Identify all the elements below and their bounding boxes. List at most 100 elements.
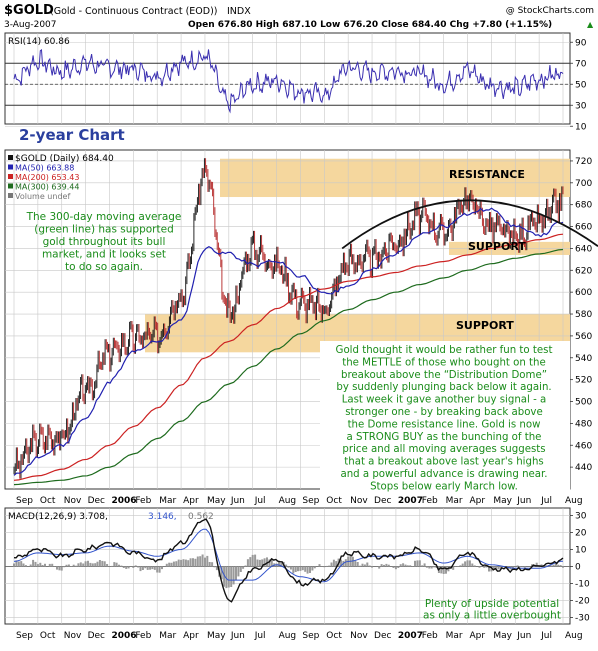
macd-histogram-bar (428, 566, 431, 569)
macd-histogram-bar (175, 561, 178, 567)
macd-histogram-bar (330, 562, 333, 567)
x-tick-label: Jun (516, 631, 531, 641)
macd-histogram-bar (249, 557, 252, 567)
macd-histogram-bar (323, 566, 326, 568)
macd-histogram-bar (139, 566, 142, 572)
macd-histogram-bar (244, 565, 247, 567)
macd-histogram-bar (211, 562, 214, 567)
macd-histogram-bar (483, 566, 486, 568)
macd-histogram-bar (418, 560, 421, 567)
macd-histogram-bar (232, 566, 235, 585)
macd-histogram-bar (122, 566, 125, 568)
y-tick-label: 560 (575, 332, 592, 342)
distribution-dome-line (341, 199, 598, 250)
macd-histogram-bar (359, 565, 362, 567)
macd-histogram-bar (60, 566, 63, 571)
green-annotation-line: The 300-day moving average (26, 211, 182, 223)
macd-histogram-bar (299, 566, 302, 571)
macd-histogram-bar (75, 565, 78, 567)
x-tick-label: May (207, 631, 226, 641)
y-tick-label: 620 (575, 266, 592, 276)
macd-histogram-bar (485, 566, 488, 568)
macd-histogram-bar (385, 563, 388, 567)
macd-histogram-bar (278, 561, 280, 567)
x-tick-label: Aug (279, 496, 297, 506)
macd-histogram-bar (478, 566, 481, 568)
chart-caption: 2-year Chart (19, 126, 125, 144)
macd-histogram-bar (149, 566, 152, 570)
macd-histogram-bar (344, 559, 347, 567)
macd-histogram-bar (430, 566, 433, 569)
x-tick-label: Feb (422, 631, 438, 641)
legend-swatch-volume (8, 193, 13, 198)
brand-logo[interactable]: @ StockCharts.com (506, 6, 594, 16)
macd-histogram-bar (445, 566, 447, 574)
white-annotation-line: Stops below early March low. (370, 481, 518, 492)
white-annotation-line: breakout above the “Distribution Dome” (341, 370, 547, 381)
x-tick-label: Feb (135, 496, 151, 506)
macd-annotation-line: as only a little overbought (423, 610, 561, 622)
macd-histogram-bar (499, 566, 502, 569)
ma300-line (13, 248, 564, 486)
y-tick-label: 30 (575, 101, 587, 111)
green-annotation-line: to do so again. (65, 261, 143, 273)
macd-histogram-bar (225, 566, 228, 589)
x-tick-label: 2007 (398, 631, 423, 641)
macd-histogram-bar (540, 564, 543, 567)
macd-histogram-bar (332, 559, 335, 567)
y-tick-label: 500 (575, 398, 592, 408)
macd-histogram-bar (535, 562, 538, 567)
macd-histogram-bar (32, 559, 35, 567)
macd-histogram-bar (125, 566, 128, 569)
macd-y-axis: 30 20 10 0 -10 -20 -30 (570, 511, 590, 624)
macd-histogram-bar (531, 564, 533, 567)
macd-histogram-bar (464, 561, 467, 567)
macd-histogram-bar (366, 562, 369, 567)
macd-histogram-bar (208, 562, 211, 567)
x-tick-label: Nov (350, 631, 368, 641)
macd-histogram-bar (394, 566, 397, 570)
x-tick-label: Sep (302, 496, 319, 506)
legend-entry-volume: Volume undef (15, 192, 70, 201)
macd-histogram-bar (227, 566, 230, 588)
macd-histogram-bar (440, 566, 443, 574)
y-tick-label: 50 (575, 80, 587, 90)
macd-histogram-bar (268, 559, 271, 567)
macd-histogram-bar (239, 566, 242, 572)
x-tick-label: Feb (422, 496, 438, 506)
macd-histogram-bar (254, 554, 257, 567)
macd-signal-label: 3.146, (148, 512, 177, 522)
header-quote: Open 676.80 High 687.10 Low 676.20 Close… (188, 20, 552, 30)
white-annotation-line: a STRONG BUY as the bunching of the (347, 432, 542, 443)
macd-histogram-bar (402, 563, 405, 567)
x-tick-label: Dec (88, 496, 105, 506)
macd-histogram-bar (285, 564, 288, 567)
y-tick-label: 640 (575, 244, 592, 254)
white-annotation-line: and a powerful advance is drawing near. (340, 469, 547, 480)
x-tick-label: Apr (183, 631, 199, 641)
macd-histogram-bar (435, 566, 438, 568)
macd-histogram-bar (118, 564, 120, 567)
macd-histogram-bar (170, 562, 173, 567)
macd-histogram-bar (101, 560, 104, 567)
header-symbol: $GOLD (4, 3, 54, 18)
macd-histogram-bar (306, 566, 309, 574)
macd-histogram-bar (180, 559, 183, 567)
white-annotation-line: stronger one - by breaking back above (345, 407, 542, 418)
x-tick-label: Aug (565, 631, 583, 641)
macd-histogram-bar (17, 561, 20, 567)
macd-histogram-bar (325, 565, 328, 567)
macd-histogram-bar (490, 566, 493, 572)
macd-histogram-bar (51, 563, 54, 567)
x-tick-label: Apr (470, 496, 486, 506)
legend-entry-ma200: MA(200) 653.43 (15, 173, 79, 182)
legend-swatch-ma300 (8, 183, 13, 189)
macd-histogram-bar (24, 565, 27, 567)
rsi-panel-frame (4, 32, 571, 125)
macd-histogram-bar (246, 559, 249, 567)
x-tick-label: Nov (64, 496, 82, 506)
macd-histogram-bar (146, 566, 149, 570)
macd-histogram-bar (289, 566, 292, 570)
price-panel: 720 700 680 660 640 620 600 580 560 540 520 500 480 4… (4, 126, 598, 496)
